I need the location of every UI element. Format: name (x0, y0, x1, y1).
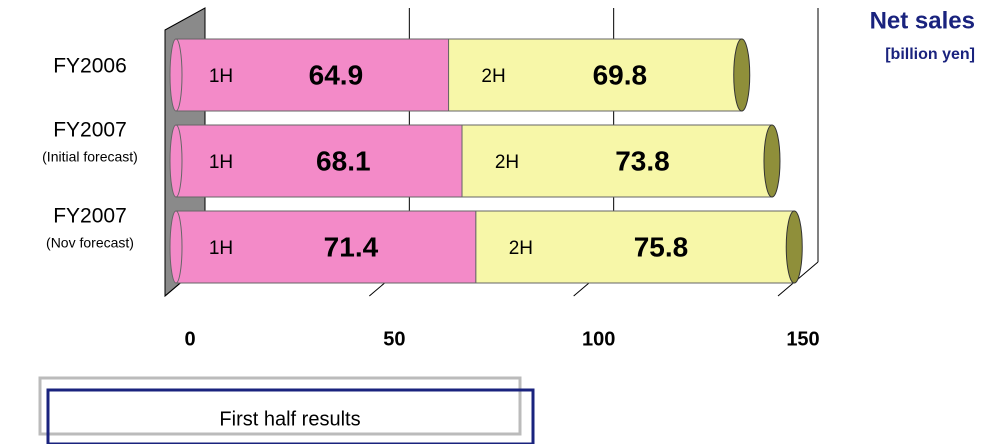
bar-segment (175, 124, 463, 198)
annotation-box (46, 388, 535, 444)
value-label: 73.8 (615, 145, 670, 176)
category-note: (Nov forecast) (46, 235, 134, 251)
category-label: FY2006 (53, 55, 127, 78)
x-tick-label: 0 (184, 328, 195, 350)
bar-cap (733, 38, 751, 112)
bar-segment (475, 210, 795, 284)
chart-subtitle: [billion yen] (885, 46, 975, 63)
annotation: First half results (219, 408, 360, 430)
series-label: 2H (481, 66, 505, 87)
value-label: 71.4 (324, 231, 379, 262)
chart-title: Net sales (870, 7, 975, 34)
bar-cap (785, 210, 803, 284)
x-tick-label: 100 (582, 328, 615, 350)
bar-start (169, 124, 183, 198)
bar-cap (763, 124, 781, 198)
series-label: 1H (209, 238, 233, 259)
series-label: 2H (509, 238, 533, 259)
x-tick-label: 150 (786, 328, 819, 350)
category-label: FY2007 (53, 119, 127, 142)
frame-shadow (38, 376, 522, 436)
series-label: 2H (495, 152, 519, 173)
value-label: 64.9 (309, 59, 364, 90)
bar-segment (175, 210, 477, 284)
bar-segment (461, 124, 773, 198)
bar-start (169, 38, 183, 112)
series-label: 1H (209, 152, 233, 173)
category-note: (Initial forecast) (42, 149, 138, 165)
value-label: 68.1 (316, 145, 371, 176)
value-label: 69.8 (593, 59, 648, 90)
x-tick-label: 50 (383, 328, 405, 350)
series-label: 1H (209, 66, 233, 87)
bar-start (169, 210, 183, 284)
category-label: FY2007 (53, 205, 127, 228)
bar-segment (448, 38, 743, 112)
value-label: 75.8 (634, 231, 689, 262)
bar-segment (175, 38, 450, 112)
